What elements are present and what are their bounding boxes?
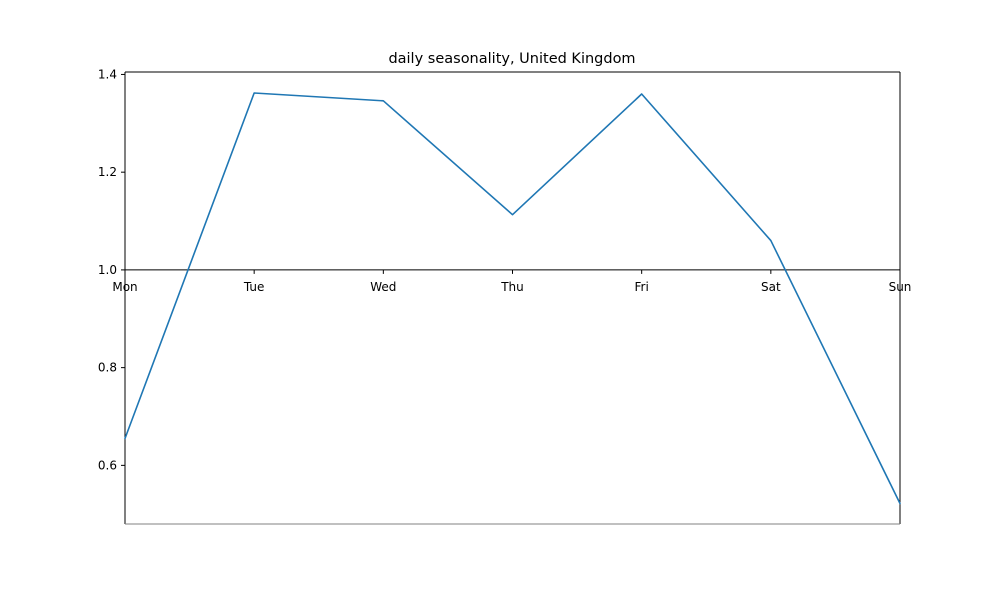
x-tick-label: Wed [370, 280, 396, 294]
y-axis-ticks: 0.6 0.8 1.0 1.2 1.4 [98, 67, 125, 472]
x-tick-label: Tue [243, 280, 265, 294]
y-tick-label: 1.2 [98, 165, 117, 179]
x-tick-label: Thu [500, 280, 524, 294]
chart-title: daily seasonality, United Kingdom [388, 51, 635, 67]
x-tick-label: Sun [889, 280, 912, 294]
x-tick-label: Fri [635, 280, 649, 294]
x-tick-label: Mon [112, 280, 137, 294]
x-axis-ticks: Mon Tue Wed Thu Fri Sat Sun [112, 269, 912, 294]
y-tick-label: 0.6 [98, 458, 117, 472]
x-tick-label: Sat [761, 280, 781, 294]
y-tick-label: 0.8 [98, 361, 117, 375]
axes-frame [124, 71, 901, 525]
series-line [124, 92, 901, 505]
y-tick-label: 1.0 [98, 263, 117, 277]
y-tick-label: 1.4 [98, 67, 117, 81]
series-layer [124, 92, 901, 505]
